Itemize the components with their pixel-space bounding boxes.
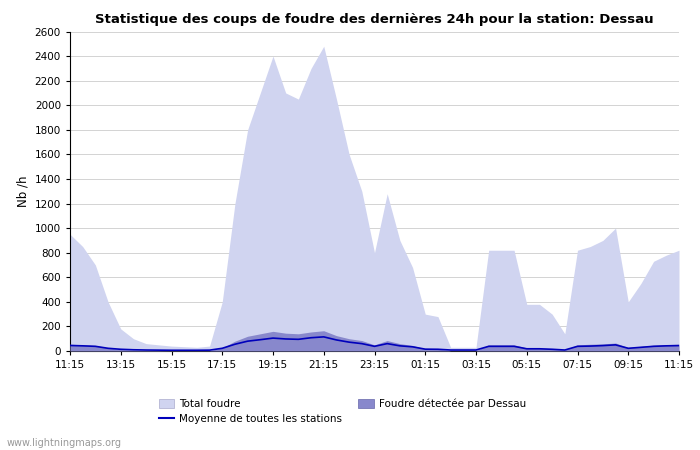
Text: www.lightningmaps.org: www.lightningmaps.org <box>7 438 122 448</box>
Y-axis label: Nb /h: Nb /h <box>16 176 29 207</box>
Legend: Total foudre, Moyenne de toutes les stations, Foudre détectée par Dessau: Total foudre, Moyenne de toutes les stat… <box>155 395 531 428</box>
Title: Statistique des coups de foudre des dernières 24h pour la station: Dessau: Statistique des coups de foudre des dern… <box>95 13 654 26</box>
